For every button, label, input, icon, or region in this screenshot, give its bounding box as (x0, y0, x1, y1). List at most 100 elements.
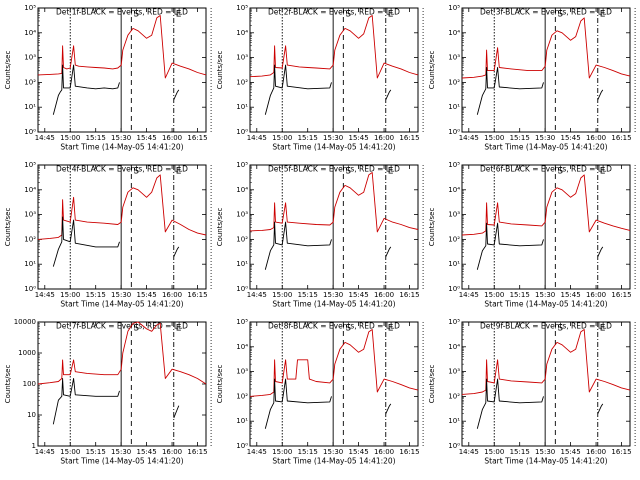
y-tick-label: 10⁴ (448, 29, 460, 37)
x-tick-label: 15:30 (111, 134, 131, 142)
y-tick-label: 10¹ (448, 260, 460, 268)
x-axis-label: Start Time (14-May-05 14:41:20) (484, 300, 607, 309)
x-tick-label: 16:15 (187, 291, 207, 299)
panel-title: Det 1f-BLACK = Events, RED = LLD (56, 8, 188, 17)
x-axis-label: Start Time (14-May-05 14:41:20) (60, 143, 183, 152)
y-tick-label: 10¹ (236, 103, 248, 111)
y-tick-label: 10³ (236, 368, 248, 376)
y-tick-label: 10⁴ (448, 186, 460, 194)
lld-rate-series-1 (37, 321, 207, 385)
y-tick-label: 10³ (24, 54, 36, 62)
x-tick-label: 16:15 (611, 291, 631, 299)
y-tick-label: 10⁴ (236, 29, 248, 37)
x-tick-label: 16:15 (399, 134, 419, 142)
x-tick-label: 15:15 (298, 291, 318, 299)
y-tick-label: 10⁴ (236, 186, 248, 194)
panel-7: Det 7f-BLACK = Events, RED = LLD 1 10 100 10… (4, 318, 212, 466)
marker-e: E (388, 167, 394, 177)
y-tick-label: 10¹ (448, 417, 460, 425)
y-tick-label: 10⁵ (236, 161, 248, 169)
lld-rate-series-1 (461, 17, 631, 79)
y-tick-label: 10² (448, 235, 460, 243)
y-tick-label: 10⁵ (236, 4, 248, 12)
y-tick-label: 10⁰ (236, 442, 248, 450)
x-tick-label: 14:45 (459, 291, 479, 299)
panel-title: Det 6f-BLACK = Events, RED = LLD (480, 165, 612, 174)
y-tick-label: 1 (32, 442, 36, 450)
y-tick-label: 10⁰ (236, 128, 248, 136)
lld-rate-series-1 (249, 172, 419, 233)
marker-e: E (600, 324, 606, 334)
y-tick-label: 10² (448, 392, 460, 400)
plot-frame (37, 7, 207, 133)
x-tick-label: 15:00 (272, 291, 292, 299)
y-tick-label: 10³ (448, 211, 460, 219)
lld-rate-series-1 (249, 329, 419, 397)
events-rate-series-2 (476, 378, 544, 429)
x-axis-label: Start Time (14-May-05 14:41:20) (484, 457, 607, 466)
x-tick-label: 14:45 (35, 291, 55, 299)
x-tick-label: 15:30 (111, 291, 131, 299)
marker-e: E (388, 324, 394, 334)
x-tick-label: 15:45 (561, 448, 581, 456)
x-tick-label: 16:15 (399, 291, 419, 299)
x-tick-label: 15:30 (535, 134, 555, 142)
events-rate-series-3 (385, 89, 392, 100)
marker-s: S (345, 10, 351, 20)
panel-title: Det 4f-BLACK = Events, RED = LLD (56, 165, 188, 174)
marker-s: S (557, 167, 563, 177)
marker-s: S (345, 167, 351, 177)
panel-5: Det 5f-BLACK = Events, RED = LLD 10⁰ 10¹ 10… (216, 161, 424, 309)
x-tick-label: 16:00 (374, 448, 394, 456)
y-tick-label: 10⁵ (448, 4, 460, 12)
y-tick-label: 10³ (236, 54, 248, 62)
events-rate-series-3 (385, 403, 392, 414)
x-tick-label: 15:15 (86, 448, 106, 456)
y-tick-label: 10⁰ (236, 285, 248, 293)
x-tick-label: 14:45 (247, 134, 267, 142)
y-axis-label: Counts/sec (428, 51, 436, 90)
marker-s: S (345, 324, 351, 334)
x-tick-label: 15:30 (323, 134, 343, 142)
x-tick-label: 15:15 (510, 448, 530, 456)
events-rate-series-3 (597, 246, 604, 257)
lld-rate-series-1 (37, 15, 207, 79)
x-tick-label: 15:30 (535, 448, 555, 456)
x-tick-label: 16:00 (162, 291, 182, 299)
marker-s: S (557, 324, 563, 334)
y-axis-label: Counts/sec (4, 365, 12, 404)
y-tick-label: 10⁵ (24, 161, 36, 169)
x-tick-label: 16:00 (162, 134, 182, 142)
y-tick-label: 10⁵ (448, 318, 460, 326)
y-tick-label: 10¹ (236, 417, 248, 425)
y-axis-label: Counts/sec (216, 51, 224, 90)
y-tick-label: 10¹ (236, 260, 248, 268)
lld-rate-series-1 (461, 174, 631, 236)
panel-title: Det 3f-BLACK = Events, RED = LLD (480, 8, 612, 17)
y-tick-label: 10¹ (448, 103, 460, 111)
y-axis-label: Counts/sec (4, 208, 12, 247)
x-axis-label: Start Time (14-May-05 14:41:20) (60, 457, 183, 466)
panel-6: Det 6f-BLACK = Events, RED = LLD 10⁰ 10¹ 10… (428, 161, 636, 309)
y-tick-label: 10⁵ (24, 4, 36, 12)
events-rate-series-2 (52, 378, 120, 425)
plot-frame (37, 164, 207, 290)
x-tick-label: 14:45 (35, 134, 55, 142)
marker-s: S (133, 324, 139, 334)
y-tick-label: 10⁵ (448, 161, 460, 169)
y-tick-label: 10² (24, 235, 36, 243)
x-tick-label: 14:45 (247, 448, 267, 456)
events-rate-series-3 (385, 246, 392, 257)
events-rate-series-2 (264, 64, 332, 115)
x-tick-label: 15:00 (60, 291, 80, 299)
marker-s: S (557, 10, 563, 20)
y-tick-label: 10² (236, 235, 248, 243)
plot-frame (461, 7, 631, 133)
marker-s: S (133, 167, 139, 177)
x-axis-label: Start Time (14-May-05 14:41:20) (272, 300, 395, 309)
x-tick-label: 15:00 (60, 134, 80, 142)
events-rate-series-3 (173, 246, 180, 257)
panel-title: Det 7f-BLACK = Events, RED = LLD (56, 322, 188, 331)
x-tick-label: 16:15 (611, 134, 631, 142)
x-axis-label: Start Time (14-May-05 14:41:20) (484, 143, 607, 152)
